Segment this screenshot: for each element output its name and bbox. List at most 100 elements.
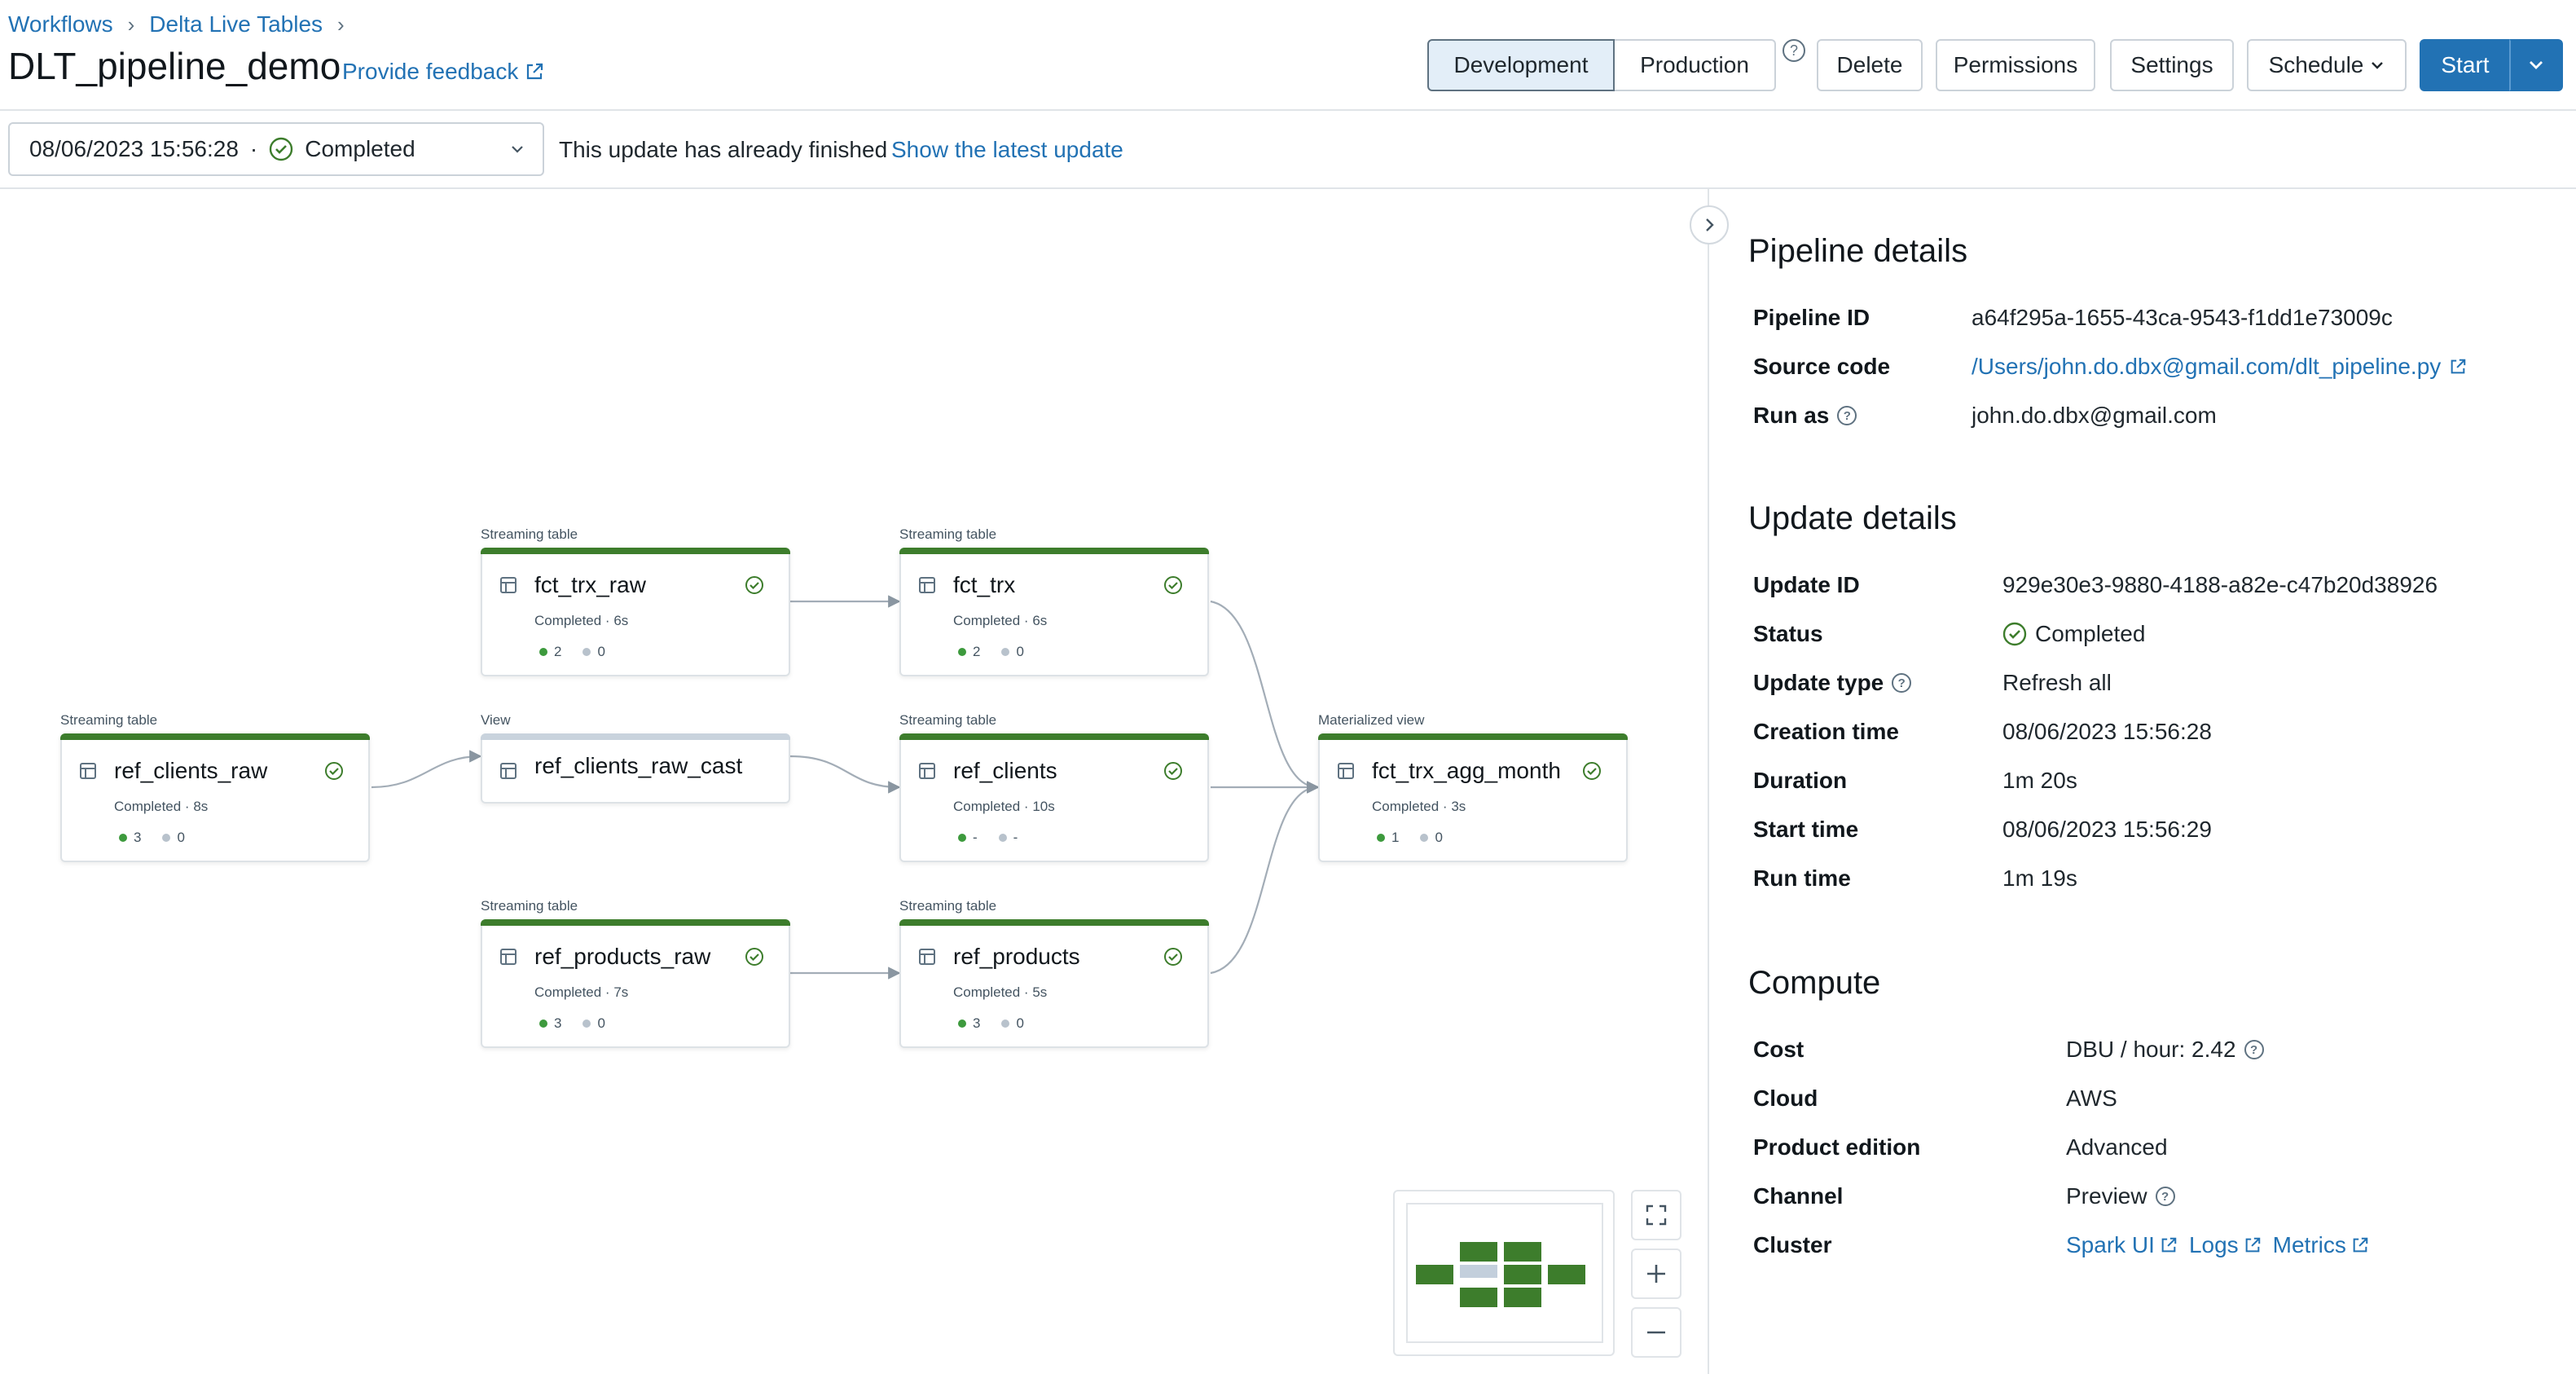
minimap-node bbox=[1416, 1265, 1453, 1284]
mode-toggle: Development Production bbox=[1427, 39, 1776, 91]
help-icon[interactable]: ? bbox=[2155, 1187, 2175, 1206]
breadcrumb-workflows[interactable]: Workflows bbox=[8, 11, 113, 37]
check-circle-icon bbox=[2002, 622, 2027, 646]
node-status: Completed · 8s bbox=[114, 799, 209, 814]
production-mode-button[interactable]: Production bbox=[1615, 39, 1776, 91]
start-time-row: Start time 08/06/2023 15:56:29 bbox=[1753, 813, 2212, 846]
pipeline-graph[interactable]: Streaming table fct_trx_raw Completed · … bbox=[0, 189, 1708, 1374]
table-icon bbox=[500, 949, 517, 965]
start-time-label: Start time bbox=[1753, 817, 1859, 842]
minimap-node bbox=[1460, 1288, 1497, 1307]
node-status: Completed · 3s bbox=[1372, 799, 1466, 814]
gray-dot-icon bbox=[1420, 834, 1429, 842]
chevron-right-icon bbox=[1706, 218, 1714, 231]
chevron-down-icon bbox=[512, 146, 523, 153]
node-name: ref_clients_raw_cast bbox=[534, 753, 743, 778]
source-code-link[interactable]: /Users/john.do.dbx@gmail.com/dlt_pipelin… bbox=[1972, 354, 2467, 380]
help-icon[interactable]: ? bbox=[2244, 1040, 2264, 1059]
delete-button[interactable]: Delete bbox=[1817, 39, 1923, 91]
chevron-right-icon: › bbox=[127, 11, 135, 37]
minimap-node bbox=[1548, 1265, 1585, 1284]
zoom-out-button[interactable] bbox=[1631, 1307, 1681, 1358]
zoom-in-button[interactable] bbox=[1631, 1248, 1681, 1299]
minus-icon bbox=[1647, 1331, 1665, 1334]
update-type-label: Update type bbox=[1753, 670, 1884, 695]
source-code-row: Source code /Users/john.do.dbx@gmail.com… bbox=[1753, 350, 2466, 383]
cost-row: Cost DBU / hour: 2.42 ? bbox=[1753, 1033, 2264, 1066]
graph-minimap[interactable] bbox=[1393, 1190, 1615, 1356]
update-selector[interactable]: 08/06/2023 15:56:28 · Completed bbox=[8, 122, 544, 176]
green-dot-icon bbox=[958, 648, 966, 656]
green-dot-icon bbox=[539, 1019, 547, 1028]
logs-link[interactable]: Logs bbox=[2189, 1232, 2262, 1258]
spark-ui-link[interactable]: Spark UI bbox=[2066, 1232, 2178, 1258]
cost-value-group: DBU / hour: 2.42 ? bbox=[2066, 1037, 2264, 1063]
update-finished-message: This update has already finished bbox=[559, 137, 888, 162]
start-options-button[interactable] bbox=[2509, 39, 2563, 91]
help-icon[interactable]: ? bbox=[1837, 406, 1857, 425]
settings-button[interactable]: Settings bbox=[2110, 39, 2234, 91]
pipeline-id-row: Pipeline ID a64f295a-1655-43ca-9543-f1dd… bbox=[1753, 302, 2393, 334]
node-status-bar bbox=[899, 733, 1209, 740]
creation-time-row: Creation time 08/06/2023 15:56:28 bbox=[1753, 716, 2212, 748]
run-as-label-group: Run as? bbox=[1753, 403, 1857, 429]
start-label: Start bbox=[2441, 52, 2490, 77]
external-link-icon bbox=[527, 63, 543, 80]
run-as-row: Run as? john.do.dbx@gmail.com bbox=[1753, 399, 2217, 432]
view-icon bbox=[500, 763, 517, 779]
gray-dot-icon bbox=[1001, 648, 1010, 656]
check-circle-icon bbox=[745, 576, 763, 594]
status-value-group: Completed bbox=[2002, 621, 2145, 647]
edge-fct-trx-to-agg bbox=[1210, 600, 1320, 794]
edge-ref-products-to-agg bbox=[1210, 781, 1320, 975]
development-mode-button[interactable]: Development bbox=[1427, 39, 1615, 91]
start-button[interactable]: Start bbox=[2420, 39, 2511, 91]
cost-label: Cost bbox=[1753, 1037, 1805, 1062]
fit-view-button[interactable] bbox=[1631, 1190, 1681, 1240]
plus-icon bbox=[1647, 1265, 1665, 1283]
expand-icon bbox=[1646, 1204, 1667, 1226]
help-icon[interactable]: ? bbox=[1892, 673, 1912, 693]
table-icon bbox=[919, 949, 935, 965]
gray-dot-icon bbox=[162, 834, 171, 842]
check-circle-icon bbox=[1164, 948, 1182, 966]
node-gray-count: 0 bbox=[1435, 830, 1443, 845]
schedule-button[interactable]: Schedule bbox=[2247, 39, 2407, 91]
node-gray-count: 0 bbox=[597, 644, 605, 659]
node-status: Completed · 10s bbox=[953, 799, 1055, 814]
minimap-node bbox=[1460, 1242, 1497, 1262]
check-circle-icon bbox=[270, 137, 293, 161]
minimap-node bbox=[1460, 1265, 1497, 1278]
metrics-link[interactable]: Metrics bbox=[2273, 1232, 2369, 1258]
product-edition-label: Product edition bbox=[1753, 1134, 1921, 1160]
update-type-label-group: Update type? bbox=[1753, 670, 1912, 696]
help-icon[interactable]: ? bbox=[1783, 39, 1805, 62]
check-circle-icon bbox=[1583, 762, 1601, 780]
check-circle-icon bbox=[325, 762, 343, 780]
node-gray-count: - bbox=[1013, 830, 1018, 845]
chevron-down-icon bbox=[2372, 62, 2384, 69]
duration-row: Duration 1m 20s bbox=[1753, 764, 2077, 797]
node-green-count: 3 bbox=[134, 830, 142, 845]
permissions-button[interactable]: Permissions bbox=[1936, 39, 2095, 91]
update-status: Completed bbox=[305, 136, 415, 161]
show-latest-update-link[interactable]: Show the latest update bbox=[891, 137, 1123, 162]
check-circle-icon bbox=[1164, 576, 1182, 594]
minimap-viewport[interactable] bbox=[1406, 1203, 1603, 1343]
pipeline-details-title: Pipeline details bbox=[1748, 233, 1968, 269]
provide-feedback-link[interactable]: Provide feedback bbox=[342, 59, 544, 85]
status-row: Status Completed bbox=[1753, 618, 2145, 650]
node-kind-label: Streaming table bbox=[481, 526, 578, 542]
breadcrumb-delta-live-tables[interactable]: Delta Live Tables bbox=[149, 11, 323, 37]
metrics-label: Metrics bbox=[2272, 1232, 2346, 1257]
channel-label: Channel bbox=[1753, 1183, 1844, 1209]
node-gray-count: 0 bbox=[177, 830, 185, 845]
collapse-panel-button[interactable] bbox=[1690, 205, 1729, 244]
